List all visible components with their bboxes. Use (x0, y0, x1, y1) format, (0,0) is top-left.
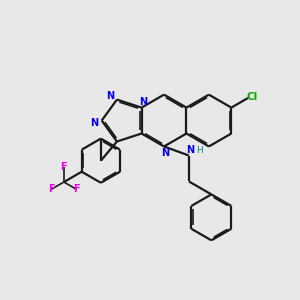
Text: N: N (161, 148, 169, 158)
Text: N: N (106, 91, 115, 101)
Text: F: F (61, 162, 67, 172)
Text: N: N (186, 145, 194, 155)
Text: Cl: Cl (247, 92, 258, 102)
Text: F: F (48, 184, 54, 194)
Text: F: F (73, 184, 80, 194)
Text: N: N (139, 97, 147, 107)
Text: N: N (90, 118, 98, 128)
Text: H: H (196, 146, 202, 155)
